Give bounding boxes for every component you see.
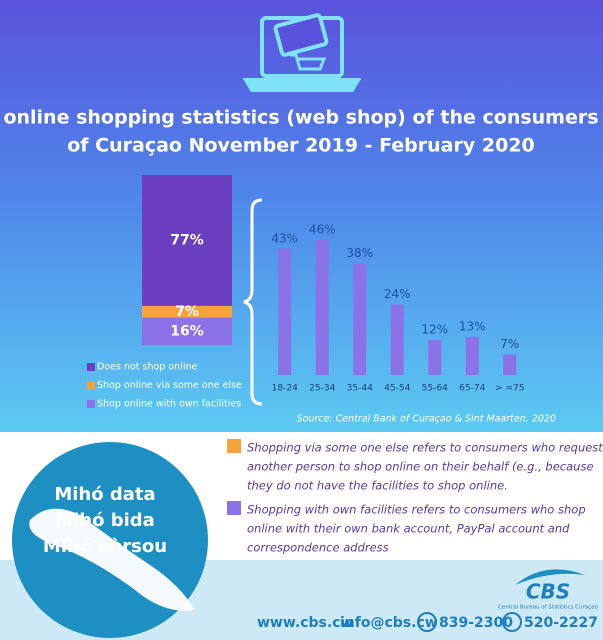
bar: [465, 336, 479, 375]
bar: [390, 304, 404, 375]
x-tick-label: 65-74: [459, 384, 485, 394]
phone: 839-2300: [439, 615, 513, 631]
email: info@cbs.cw: [340, 615, 438, 631]
title: of Curaçao November 2019 - February 2020: [67, 135, 535, 157]
segment-label: 77%: [170, 232, 204, 248]
logo-name: CBS: [526, 580, 570, 604]
value-label: 7%: [500, 337, 519, 351]
segment-label: 7%: [175, 304, 199, 320]
x-tick-label: 55-64: [422, 384, 448, 394]
bar: [353, 263, 367, 375]
legend-swatch: [87, 381, 95, 390]
legend-swatch: [87, 400, 95, 408]
x-tick-label: 18-24: [272, 384, 298, 394]
note-text: Shopping with own facilities refers to c…: [247, 503, 586, 517]
top-background: [0, 0, 603, 432]
segment-label: 16%: [170, 323, 204, 339]
note-text: correspondence address: [247, 541, 389, 555]
note-text: they do not have the facilities to shop …: [247, 479, 508, 493]
x-tick-label: 25-34: [309, 384, 335, 394]
legend-swatch: [87, 363, 95, 371]
logo-subtitle: Central Bureau of Statistics Curaçao: [498, 605, 598, 611]
legend-label: Does not shop online: [97, 362, 197, 373]
stacked-segment: [142, 175, 232, 306]
x-tick-label: 35-44: [347, 384, 373, 394]
phone-icon: [417, 612, 437, 632]
x-tick-label: > =75: [495, 384, 524, 394]
bar: [503, 354, 517, 375]
logo-swoosh: [515, 569, 585, 585]
website: www.cbs.cw: [257, 615, 353, 631]
laptop-icon: [242, 13, 362, 92]
title: online shopping statistics (web shop) of…: [3, 107, 598, 129]
stacked-segment: [142, 317, 232, 345]
slogan: Mihó bida: [55, 510, 155, 531]
note-text: Shopping via some one else refers to con…: [247, 441, 603, 455]
value-label: 38%: [346, 246, 373, 260]
value-label: 13%: [459, 319, 486, 333]
phone-icon: [502, 612, 522, 632]
value-label: 12%: [421, 322, 448, 336]
phone: 520-2227: [524, 615, 598, 631]
note-text: another person to shop online on their b…: [247, 460, 594, 474]
note-swatch: [227, 501, 241, 515]
brace: [243, 198, 263, 406]
bar: [278, 248, 292, 375]
slogan: Mihó kòrsou: [43, 536, 167, 557]
note-swatch: [227, 439, 241, 453]
value-label: 43%: [271, 231, 298, 245]
island-shape: [29, 508, 196, 611]
bar: [428, 339, 442, 375]
x-tick-label: 45-54: [384, 384, 410, 394]
value-label: 46%: [309, 223, 336, 237]
legend-label: Shop online with own facilities: [97, 399, 241, 410]
bar: [315, 240, 329, 375]
slogan: Mihó data: [54, 484, 155, 505]
source: Source: Central Bank of Curaçao & Sint M…: [297, 414, 556, 425]
value-label: 24%: [384, 287, 411, 301]
note-text: online with their own bank account, PayP…: [247, 522, 570, 536]
stacked-segment: [142, 305, 232, 318]
legend-label: Shop online via some one else: [97, 380, 242, 391]
